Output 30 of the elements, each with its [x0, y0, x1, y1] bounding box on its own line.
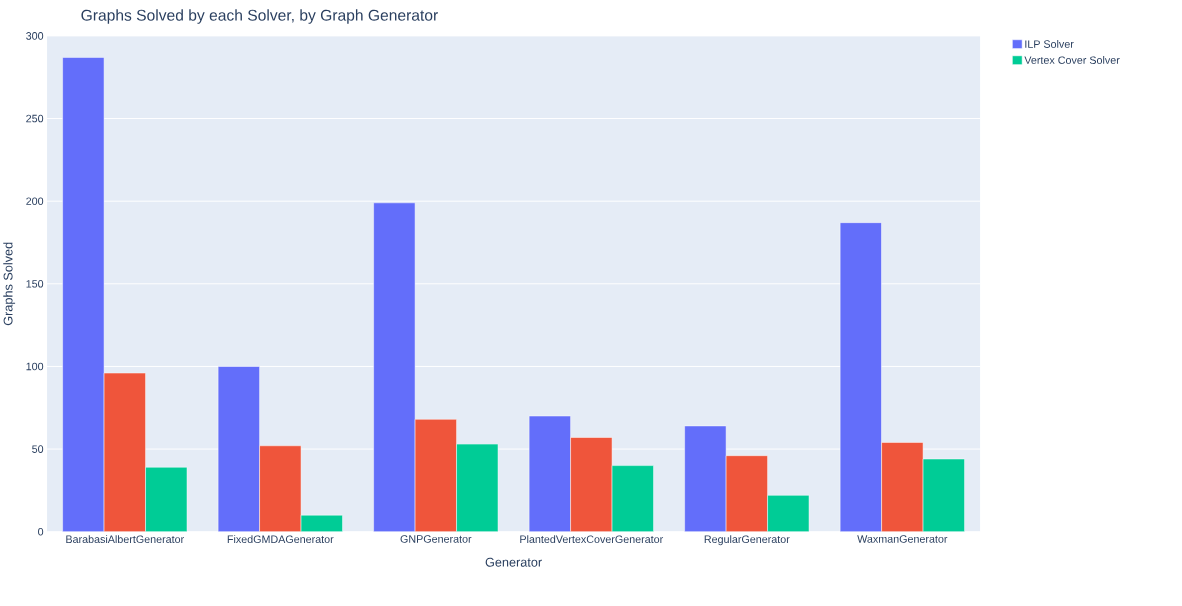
bar [259, 445, 302, 532]
bar [684, 425, 727, 532]
y-axis-title: Graphs Solved [3, 242, 16, 326]
bar [217, 366, 260, 532]
x-tick-label: RegularGenerator [704, 535, 790, 546]
x-tick-label: BarabasiAlbertGenerator [66, 535, 184, 544]
bar [725, 455, 768, 532]
legend-label: ILP Solver [1025, 39, 1074, 48]
legend-label: Vertex Cover Solver [1024, 56, 1120, 64]
bar [103, 372, 146, 532]
bar [528, 415, 571, 532]
y-tick-label: 100 [26, 362, 44, 371]
x-tick-label: GNPGenerator [400, 535, 472, 543]
bar [373, 202, 416, 532]
y-tick-label: 300 [26, 32, 44, 40]
x-axis-title: Generator [485, 557, 542, 567]
chart-title: Graphs Solved by each Solver, by Graph Generator [81, 9, 438, 24]
y-tick-label: 150 [26, 279, 44, 288]
x-tick-label: PlantedVertexCoverGenerator [520, 535, 664, 544]
y-tick-label: 200 [26, 197, 44, 205]
y-tick-label: 250 [26, 114, 44, 123]
bar [881, 442, 924, 532]
bar [570, 437, 613, 532]
y-tick-label: 50 [32, 445, 44, 453]
bar [62, 57, 105, 532]
x-tick-label: FixedGMDAGenerator [227, 535, 334, 544]
y-tick-label: 0 [38, 527, 44, 536]
bar [414, 419, 457, 532]
x-tick-label: WaxmanGenerator [857, 535, 948, 543]
bar [839, 222, 882, 532]
